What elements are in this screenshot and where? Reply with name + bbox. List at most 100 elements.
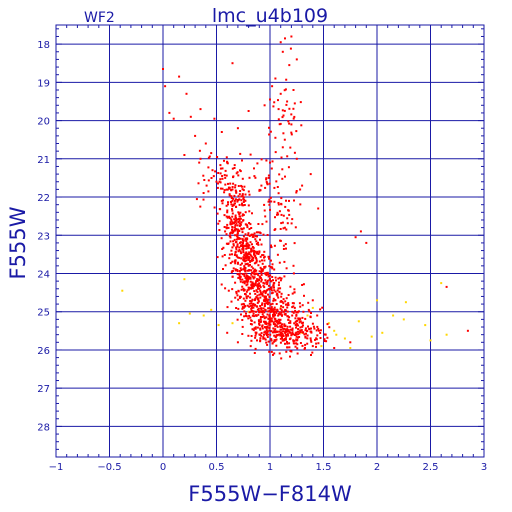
star-point-red (231, 167, 234, 170)
star-point-red (245, 312, 247, 315)
star-point-red (315, 342, 318, 345)
star-point-red (273, 340, 276, 343)
star-point-red (275, 303, 278, 305)
star-point-red (254, 235, 257, 238)
star-point-red (266, 271, 269, 274)
star-point-red (272, 308, 275, 311)
star-point-red (257, 274, 260, 277)
star-point-red (222, 199, 224, 202)
star-point-red (273, 352, 276, 355)
star-point-red (229, 236, 232, 239)
star-point-red (255, 242, 258, 245)
star-point-red (273, 306, 276, 309)
star-point-red (272, 309, 275, 312)
star-point-red (319, 337, 322, 339)
star-point-red (277, 296, 280, 299)
star-point-red (259, 337, 262, 340)
star-point-red (241, 306, 244, 309)
star-point-red (235, 290, 238, 293)
star-point-red (263, 250, 266, 253)
star-point-red (301, 316, 304, 319)
star-point-red (254, 176, 257, 179)
star-point-red (239, 295, 241, 298)
star-point-red (297, 336, 299, 339)
star-point-red (256, 326, 259, 329)
star-point-red (258, 260, 261, 263)
y-tick-label: 24 (37, 269, 50, 280)
y-tick-label: 26 (37, 346, 50, 357)
star-point-red (245, 297, 248, 300)
star-point-red (262, 268, 265, 271)
star-point-red (269, 130, 272, 133)
star-point-red (277, 213, 280, 216)
star-point-red (272, 323, 275, 326)
star-point-red (233, 254, 236, 256)
star-point-red (254, 334, 257, 337)
star-point-red (306, 334, 309, 337)
star-point-red (278, 276, 281, 279)
star-point-red (297, 318, 300, 321)
star-point-red (237, 307, 240, 310)
star-point-red (267, 200, 270, 203)
star-point-red (189, 115, 192, 118)
star-point-red (234, 216, 237, 218)
star-point-red (293, 322, 296, 325)
star-point-red (235, 222, 238, 225)
star-point-red (250, 265, 253, 268)
star-point-red (301, 331, 304, 334)
star-point-red (262, 307, 265, 310)
star-point-red (199, 157, 202, 160)
star-point-red (247, 234, 250, 237)
star-point-red (271, 302, 274, 305)
star-point-red (273, 314, 276, 317)
star-point-red (259, 318, 262, 321)
star-point-red (231, 62, 234, 65)
star-point-red (259, 307, 262, 310)
star-point-red (247, 317, 250, 320)
star-point-red (263, 311, 266, 314)
star-point-red (202, 174, 205, 177)
star-point-red (280, 222, 283, 225)
star-point-red (235, 240, 238, 243)
star-point-red (295, 326, 297, 329)
star-point-red (242, 258, 245, 261)
star-point-red (246, 281, 249, 284)
star-point-red (241, 281, 244, 284)
star-point-red (229, 182, 232, 185)
star-point-red (304, 317, 307, 320)
star-point-red (285, 303, 287, 306)
star-point-red (236, 318, 239, 321)
star-point-red (215, 180, 218, 183)
star-point-red (221, 202, 224, 205)
star-point-red (275, 344, 278, 347)
star-point-red (292, 342, 295, 345)
star-point-red (289, 321, 292, 324)
star-point-red (262, 315, 265, 318)
star-point-red (274, 339, 277, 342)
star-point-red (275, 324, 278, 327)
star-point-red (283, 339, 286, 342)
star-point-red (241, 325, 244, 328)
star-point-red (216, 156, 219, 158)
star-point-red (298, 332, 301, 335)
star-point-red (250, 227, 253, 229)
star-point-red (235, 219, 238, 222)
star-point-red (249, 277, 252, 280)
star-point-red (262, 337, 265, 340)
star-point-red (264, 309, 267, 312)
star-point-red (286, 100, 289, 103)
star-point-red (275, 293, 278, 296)
star-point-red (230, 219, 233, 222)
star-point-red (297, 310, 300, 313)
star-point-red (235, 246, 238, 249)
star-point-red (285, 78, 288, 81)
star-point-red (240, 269, 243, 271)
star-point-red (247, 295, 250, 298)
star-point-red (240, 288, 243, 291)
tick-labels: −1 −0.5 0 0.5 1 1.5 2 2.5 3 18 19 20 21 22 23 24 25 26 27 2… (37, 40, 487, 473)
star-point-red (319, 308, 322, 311)
star-point-red (263, 337, 266, 340)
star-point-red (306, 337, 309, 340)
star-point-red (232, 230, 235, 233)
star-point-red (294, 317, 297, 320)
